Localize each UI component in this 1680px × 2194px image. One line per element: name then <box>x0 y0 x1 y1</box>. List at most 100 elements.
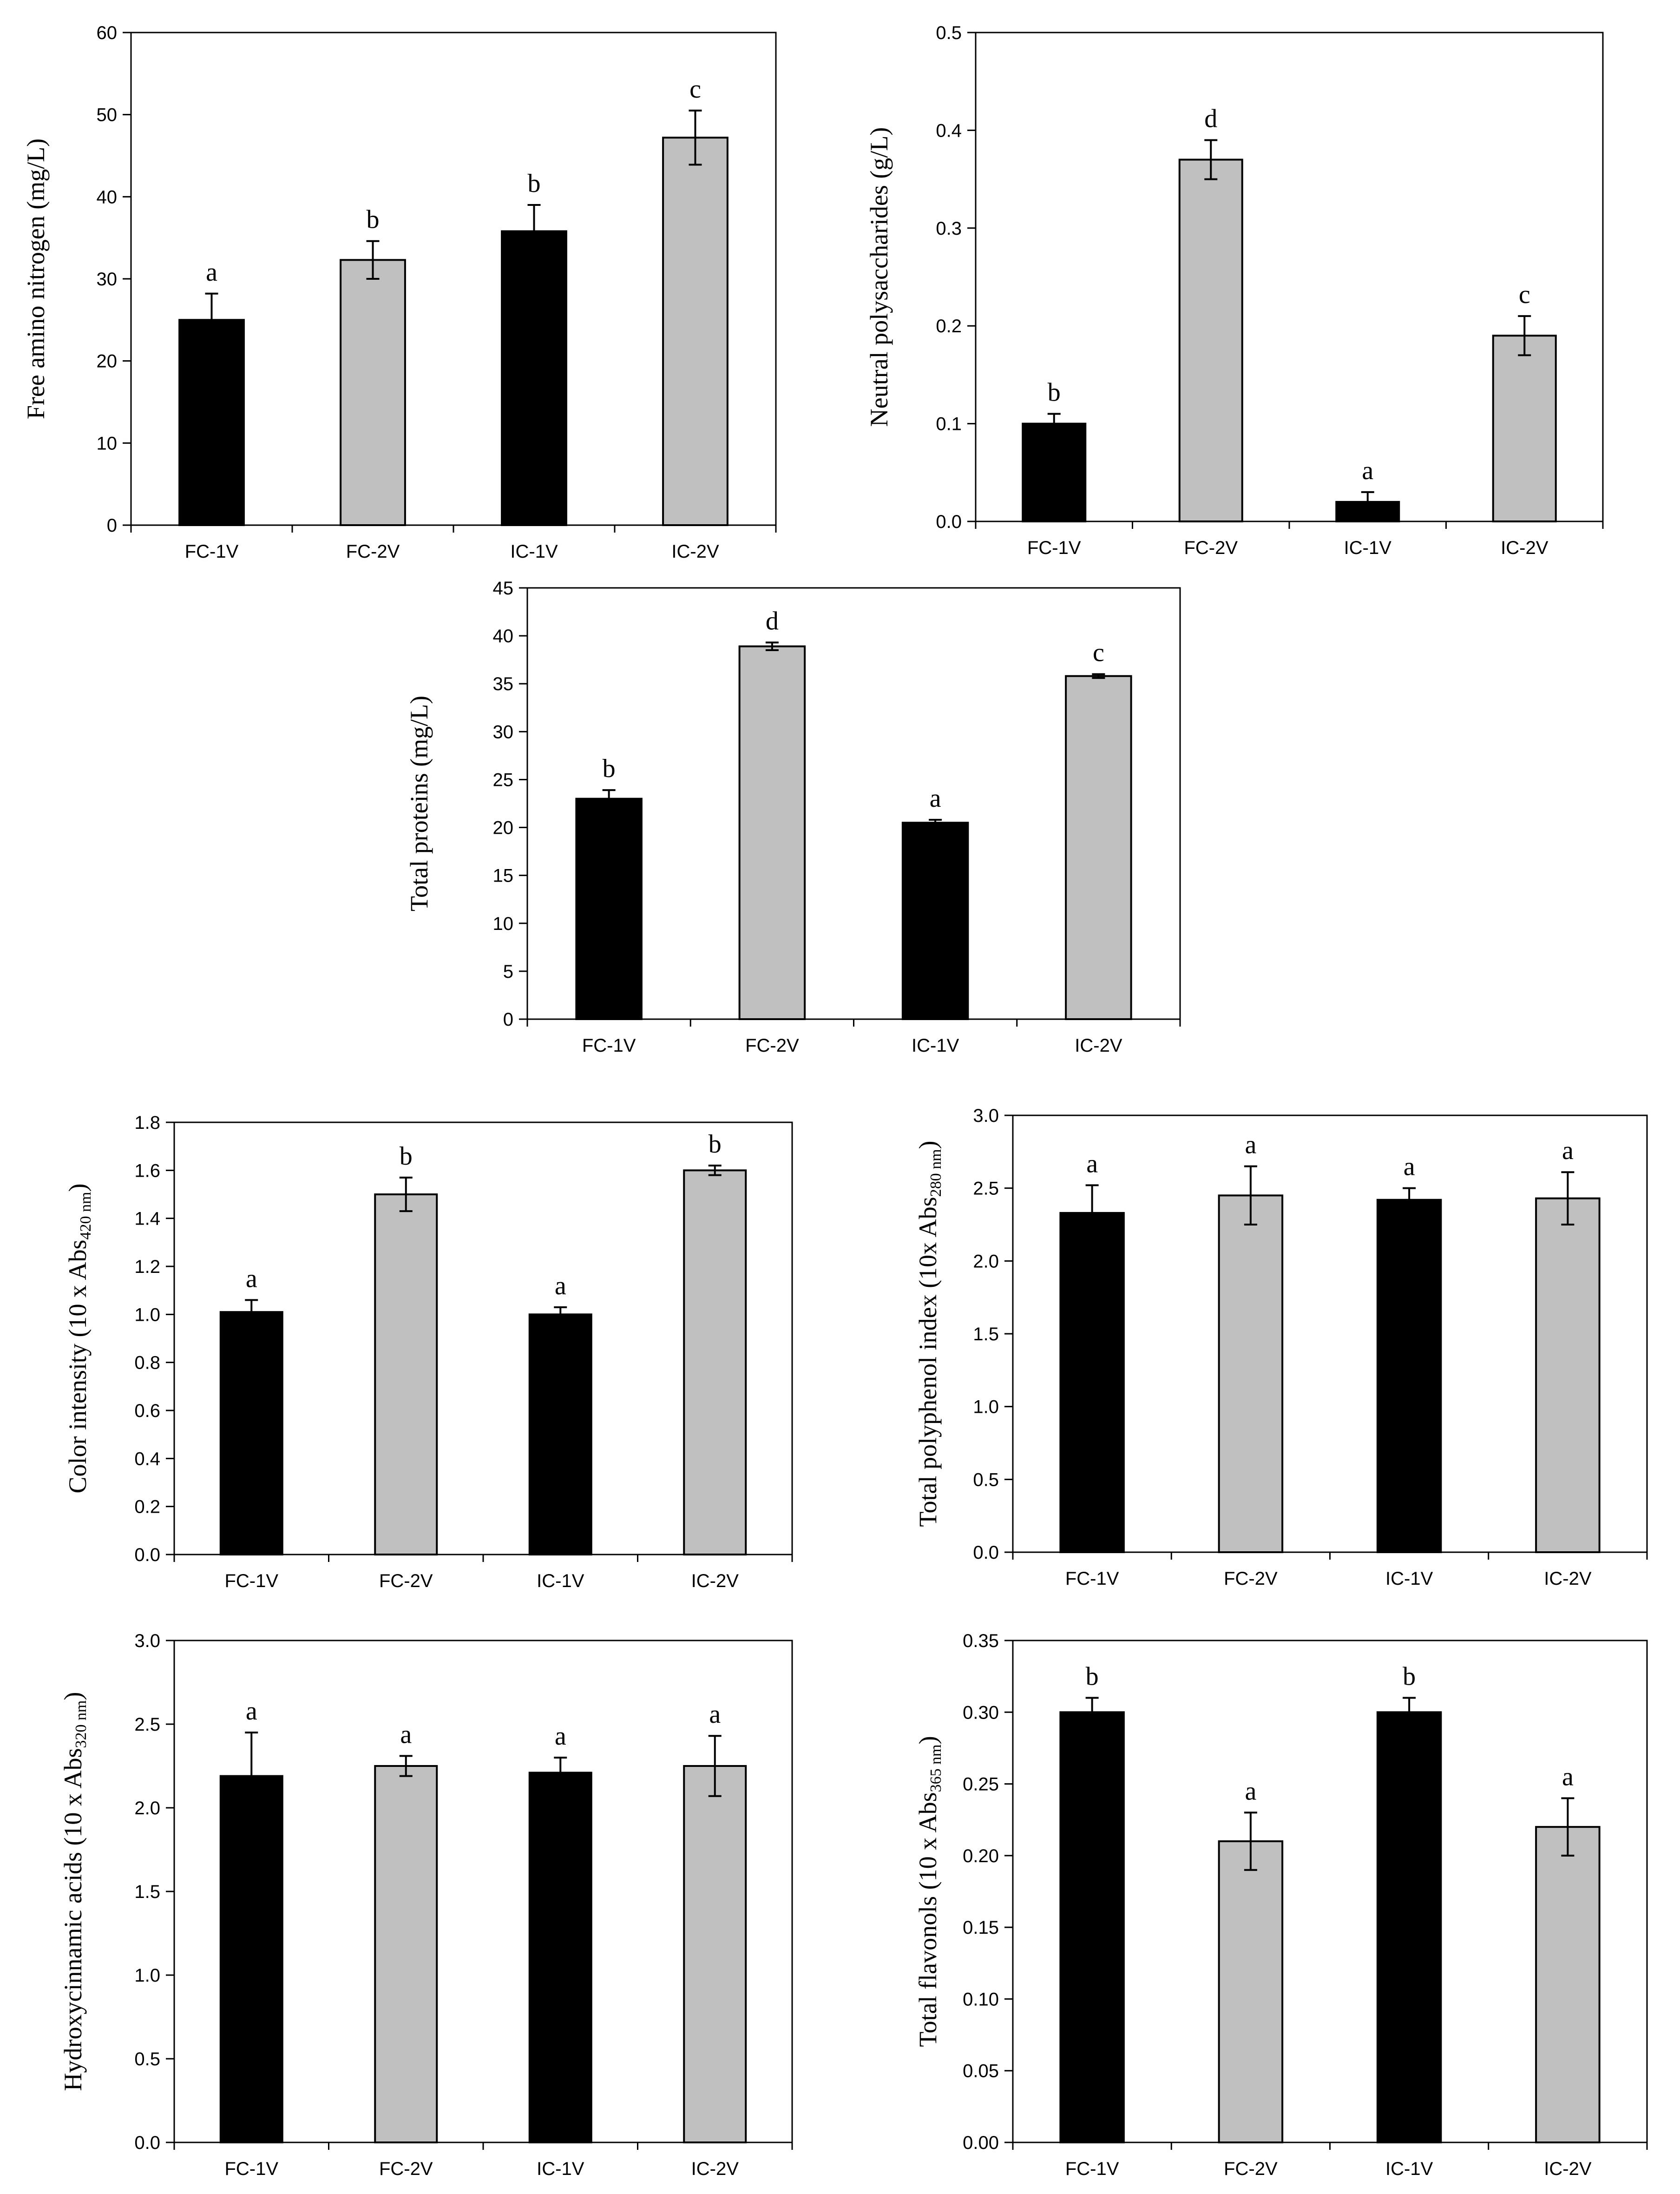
y-tick-label: 2.0 <box>134 1798 160 1818</box>
y-tick-label: 20 <box>493 818 514 838</box>
y-tick-label: 0.0 <box>936 512 962 532</box>
y-tick-label: 45 <box>493 578 514 599</box>
significance-letter: b <box>400 1142 413 1171</box>
y-axis-label: Hydroxycinnamic acids (10 x Abs320 nm) <box>59 1692 90 2091</box>
y-tick-label: 0.2 <box>134 1497 160 1517</box>
x-category-label: IC-1V <box>537 1571 584 1591</box>
x-category-label: FC-1V <box>1027 538 1081 558</box>
x-category-label: FC-1V <box>185 541 239 562</box>
y-tick-label: 0.3 <box>936 218 962 239</box>
y-tick-label: 0.5 <box>973 1469 999 1490</box>
y-tick-label: 1.4 <box>134 1209 160 1229</box>
bar-fc-2v <box>1218 1840 1284 2143</box>
x-category-label: IC-1V <box>510 541 558 562</box>
y-tick-label: 0.00 <box>963 2133 999 2153</box>
y-axis-label: Color intensity (10 x Abs420 nm) <box>64 1184 94 1494</box>
significance-letter: a <box>555 1722 566 1751</box>
significance-letter: a <box>1404 1153 1415 1181</box>
y-tick-label: 5 <box>503 962 513 982</box>
y-tick-label: 0 <box>503 1009 513 1030</box>
y-tick-label: 0 <box>107 515 117 536</box>
y-tick-label: 0.10 <box>963 1989 999 2010</box>
bar-fc-1v <box>1059 1212 1125 1553</box>
y-axis-label-close: ) <box>914 1140 942 1149</box>
bar-fc-1v <box>219 1311 283 1556</box>
significance-letter: b <box>1048 378 1061 407</box>
x-category-label: FC-2V <box>1224 1568 1278 1589</box>
y-axis-label: Total polyphenol index (10x Abs280 nm) <box>914 1140 945 1527</box>
x-category-label: FC-2V <box>379 1571 433 1591</box>
y-tick-label: 30 <box>97 269 118 290</box>
y-tick-label: 35 <box>493 674 514 694</box>
x-category-label: FC-1V <box>1065 1568 1119 1589</box>
y-tick-label: 10 <box>97 433 118 454</box>
y-tick-label: 0.0 <box>134 1545 160 1565</box>
significance-letter: b <box>709 1130 722 1159</box>
x-category-label: IC-2V <box>1075 1035 1122 1056</box>
y-axis-label: Total flavonols (10 x Abs365 nm) <box>914 1736 945 2047</box>
bar-ic-1v <box>1376 1199 1442 1554</box>
significance-letter: b <box>528 169 541 198</box>
y-axis-label-subscript: 320 nm <box>72 1700 90 1748</box>
x-category-label: IC-2V <box>1544 2159 1592 2179</box>
y-tick-label: 2.5 <box>134 1714 160 1735</box>
y-axis-label-main: Total flavonols (10 x Abs <box>914 1792 942 2047</box>
x-category-label: IC-2V <box>691 1571 739 1591</box>
bar-fc-1v <box>575 797 643 1020</box>
significance-letter: a <box>1245 1777 1256 1805</box>
significance-letter: b <box>367 205 380 234</box>
y-tick-label: 0.25 <box>963 1774 999 1795</box>
chart-tp: 0 5 10 15 20 25 30 35 40 45 b FC-1V d FC-2V a IC-1V c IC-… <box>405 578 1181 1056</box>
y-axis-label-main: Color intensity (10 x Abs <box>64 1239 92 1493</box>
y-tick-label: 15 <box>493 866 514 886</box>
x-category-label: FC-2V <box>379 2159 433 2179</box>
y-tick-label: 50 <box>97 105 118 125</box>
y-tick-label: 0.4 <box>134 1449 160 1469</box>
x-category-label: IC-2V <box>1501 538 1549 558</box>
y-tick-label: 0.35 <box>963 1631 999 1651</box>
y-tick-label: 0.15 <box>963 1917 999 1938</box>
bar-fc-2v <box>1178 158 1243 522</box>
y-axis-label-subscript: 365 nm <box>927 1744 945 1792</box>
bar-ic-2v <box>683 1169 747 1555</box>
y-axis-label-close: ) <box>64 1184 92 1192</box>
significance-letter: b <box>603 754 616 783</box>
significance-letter: c <box>689 75 701 104</box>
significance-letter: a <box>1562 1136 1574 1165</box>
x-category-label: FC-2V <box>1184 538 1238 558</box>
x-category-label: FC-2V <box>745 1035 799 1056</box>
x-category-label: IC-1V <box>912 1035 959 1056</box>
y-tick-label: 0.5 <box>936 23 962 43</box>
significance-letter: c <box>1519 280 1530 309</box>
y-tick-label: 0.8 <box>134 1353 160 1373</box>
y-tick-label: 1.8 <box>134 1113 160 1133</box>
y-axis-label-subscript: 420 nm <box>77 1192 94 1240</box>
x-category-label: IC-1V <box>1385 1568 1433 1589</box>
x-category-label: FC-1V <box>1065 2159 1119 2179</box>
y-axis-label: Free amino nitrogen (mg/L) <box>22 138 50 419</box>
significance-letter: a <box>1086 1149 1098 1178</box>
y-axis-label-close: ) <box>914 1736 942 1744</box>
y-tick-label: 3.0 <box>973 1106 999 1126</box>
bar-ic-2v <box>1535 1826 1601 2143</box>
bar-ic-1v <box>901 822 969 1020</box>
y-tick-label: 0.6 <box>134 1401 160 1421</box>
x-category-label: IC-2V <box>1544 1568 1592 1589</box>
y-tick-label: 0.05 <box>963 2061 999 2082</box>
y-tick-label: 30 <box>493 722 514 742</box>
x-category-label: IC-1V <box>1385 2159 1433 2179</box>
bar-fc-2v <box>374 1765 438 2143</box>
y-axis-label-subscript: 280 nm <box>927 1149 945 1197</box>
y-tick-label: 40 <box>493 626 514 646</box>
x-category-label: FC-2V <box>1224 2159 1278 2179</box>
significance-letter: a <box>555 1272 566 1300</box>
y-tick-label: 1.0 <box>973 1397 999 1417</box>
significance-letter: a <box>400 1720 412 1749</box>
bar-ic-1v <box>1376 1711 1442 2143</box>
y-axis-label-main: Total proteins (mg/L) <box>405 696 433 911</box>
y-tick-label: 60 <box>97 23 118 43</box>
y-tick-label: 40 <box>97 187 118 207</box>
chart-tf: 0.00 0.05 0.10 0.15 0.20 0.25 0.30 0.35 b FC-1V a F… <box>914 1631 1648 2179</box>
bar-ic-1v <box>528 1772 592 2143</box>
